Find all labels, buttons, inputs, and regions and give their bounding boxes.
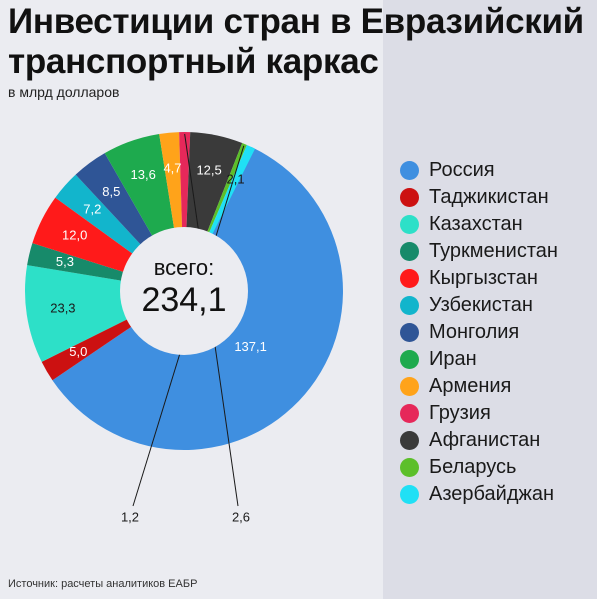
donut-center-hole bbox=[120, 227, 248, 355]
chart-legend: Россия Таджикистан Казахстан Туркменистан Кы… bbox=[400, 157, 558, 508]
legend-swatch-icon bbox=[400, 404, 419, 423]
chart-title-line-2: транспортный каркас bbox=[8, 42, 379, 81]
legend-item-12: Азербайджан bbox=[400, 481, 558, 508]
legend-swatch-icon bbox=[400, 296, 419, 315]
legend-label: Монголия bbox=[429, 321, 520, 343]
legend-item-11: Беларусь bbox=[400, 454, 558, 481]
legend-swatch-icon bbox=[400, 242, 419, 261]
slice-8-value-label: 4,7 bbox=[163, 161, 181, 176]
slice-6-value-label: 8,5 bbox=[102, 184, 120, 199]
legend-item-9: Грузия bbox=[400, 400, 558, 427]
legend-item-7: Иран bbox=[400, 346, 558, 373]
legend-swatch-icon bbox=[400, 431, 419, 450]
source-note: Источник: расчеты аналитиков ЕАБР bbox=[8, 578, 198, 590]
legend-swatch-icon bbox=[400, 269, 419, 288]
legend-swatch-icon bbox=[400, 485, 419, 504]
legend-swatch-icon bbox=[400, 377, 419, 396]
slice-9-value-label: 2,6 bbox=[232, 509, 250, 524]
legend-label: Россия bbox=[429, 159, 495, 181]
legend-label: Казахстан bbox=[429, 213, 523, 235]
slice-10-value-label: 12,5 bbox=[196, 163, 221, 178]
slice-1-value-label: 5,0 bbox=[69, 344, 87, 359]
slice-2-value-label: 23,3 bbox=[50, 301, 75, 316]
slice-11-value-label: 1,2 bbox=[121, 509, 139, 524]
legend-swatch-icon bbox=[400, 323, 419, 342]
slice-5-value-label: 7,2 bbox=[83, 201, 101, 216]
chart-subtitle: в млрд долларов bbox=[8, 84, 120, 100]
legend-panel-background bbox=[383, 0, 597, 599]
legend-label: Беларусь bbox=[429, 456, 517, 478]
slice-0-value-label: 137,1 bbox=[234, 339, 267, 354]
legend-label: Иран bbox=[429, 348, 477, 370]
legend-swatch-icon bbox=[400, 350, 419, 369]
center-total-value: 234,1 bbox=[141, 281, 226, 319]
legend-item-1: Таджикистан bbox=[400, 184, 558, 211]
legend-item-3: Туркменистан bbox=[400, 238, 558, 265]
legend-label: Узбекистан bbox=[429, 294, 533, 316]
slice-3-value-label: 5,3 bbox=[56, 254, 74, 269]
chart-title: Инвестиции стран в Евразийский транспорт… bbox=[8, 2, 584, 82]
legend-item-2: Казахстан bbox=[400, 211, 558, 238]
center-total-label: всего: bbox=[154, 255, 215, 280]
legend-item-10: Афганистан bbox=[400, 427, 558, 454]
legend-label: Армения bbox=[429, 375, 512, 397]
legend-item-5: Узбекистан bbox=[400, 292, 558, 319]
legend-label: Грузия bbox=[429, 402, 491, 424]
legend-swatch-icon bbox=[400, 215, 419, 234]
slice-value-labels: 137,1 5,0 23,3 5,3 12,0 7,28,5 13,6 4,7 2,6 12,5 1… bbox=[50, 161, 267, 525]
legend-item-8: Армения bbox=[400, 373, 558, 400]
legend-swatch-icon bbox=[400, 161, 419, 180]
legend-label: Афганистан bbox=[429, 429, 541, 451]
legend-label: Туркменистан bbox=[429, 240, 558, 262]
legend-item-6: Монголия bbox=[400, 319, 558, 346]
legend-label: Кыргызстан bbox=[429, 267, 538, 289]
legend-swatch-icon bbox=[400, 458, 419, 477]
chart-title-line-1: Инвестиции стран в Евразийский bbox=[8, 2, 584, 41]
slice-9-wedge bbox=[179, 131, 191, 291]
legend-item-0: Россия bbox=[400, 157, 558, 184]
legend-swatch-icon bbox=[400, 188, 419, 207]
legend-item-4: Кыргызстан bbox=[400, 265, 558, 292]
legend-label: Азербайджан bbox=[429, 483, 555, 505]
legend-label: Таджикистан bbox=[429, 186, 549, 208]
slice-12-value-label: 2,1 bbox=[227, 171, 245, 186]
slice-7-value-label: 13,6 bbox=[131, 167, 156, 182]
slice-4-value-label: 12,0 bbox=[62, 227, 87, 242]
